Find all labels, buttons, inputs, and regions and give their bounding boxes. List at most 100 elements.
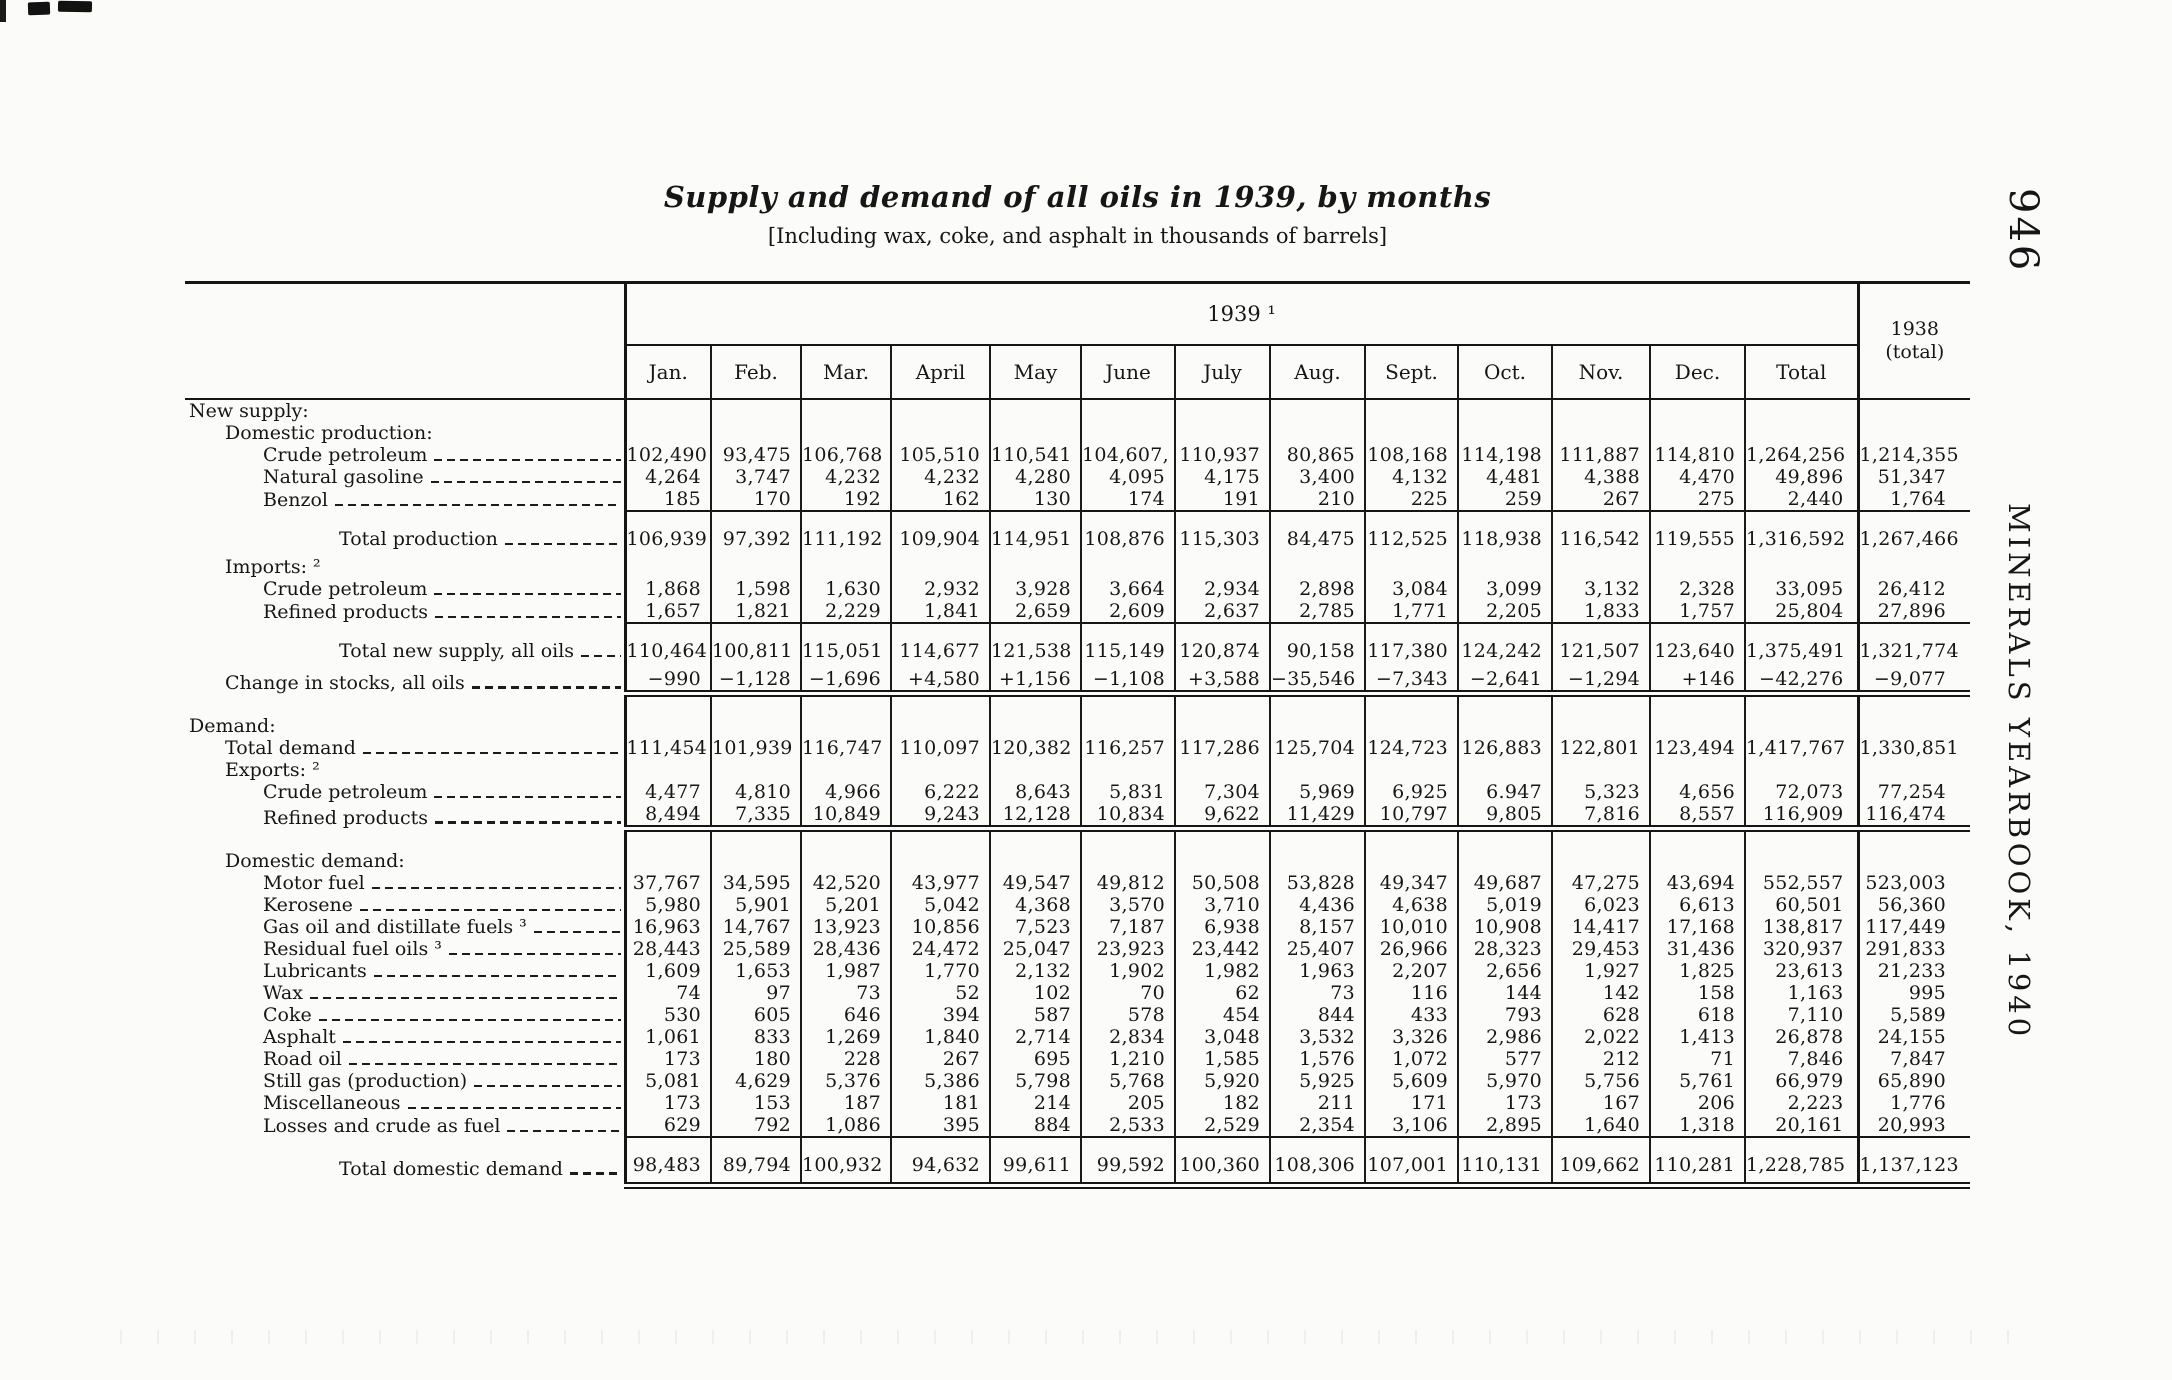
stub-header-cell	[185, 282, 625, 400]
value-cell: 4,095	[1080, 466, 1175, 488]
value-cell: 27,896	[1856, 600, 1971, 623]
value-cell: 8,494	[623, 803, 711, 829]
value-cell: 108,168	[1364, 444, 1458, 466]
value-cell: 24,472	[890, 938, 990, 960]
table-row: Exports: ²	[185, 759, 1971, 781]
value-cell: 6,925	[1364, 781, 1458, 803]
value-cell: 2,659	[989, 600, 1081, 623]
row-label-cell: Kerosene	[185, 894, 625, 916]
value-cell: 110,541	[989, 444, 1081, 466]
value-cell: 116,542	[1551, 521, 1650, 556]
value-cell: 23,442	[1174, 938, 1270, 960]
value-cell: 833	[710, 1026, 801, 1048]
value-cell: 111,192	[800, 521, 891, 556]
value-cell: 174	[1080, 488, 1175, 511]
value-cell: 2,207	[1364, 960, 1458, 982]
rule-cell	[1080, 690, 1175, 706]
value-cell: 120,382	[989, 737, 1081, 759]
value-cell: 20,161	[1743, 1114, 1859, 1137]
leader-dashes	[581, 654, 621, 657]
table-row: Refined products 1,657 1,821 2,229 1,841 2,65…	[185, 600, 1971, 623]
value-cell: 1,163	[1743, 982, 1859, 1004]
column-header-mar: Mar.	[800, 345, 891, 400]
row-label-cell: Exports: ²	[185, 759, 625, 781]
value-cell: 109,904	[890, 521, 990, 556]
rule-cell	[989, 825, 1081, 841]
value-cell	[1457, 422, 1552, 444]
value-cell: 23,923	[1080, 938, 1175, 960]
rule-cell	[989, 690, 1081, 706]
rule-cell	[710, 825, 801, 841]
value-cell	[1457, 556, 1552, 578]
value-cell: 4,436	[1269, 894, 1365, 916]
rule-cell	[623, 1136, 711, 1147]
column-header-sept: Sept.	[1364, 345, 1458, 400]
value-cell: 80,865	[1269, 444, 1365, 466]
value-cell: 108,306	[1269, 1147, 1365, 1186]
rule-cell	[1364, 510, 1458, 521]
value-cell	[989, 759, 1081, 781]
value-cell: 454	[1174, 1004, 1270, 1026]
rule-cell	[1364, 1136, 1458, 1147]
value-cell	[1364, 399, 1458, 422]
value-cell: 89,794	[710, 1147, 801, 1186]
value-cell: 173	[623, 1092, 711, 1114]
value-cell: 5,201	[800, 894, 891, 916]
value-cell: 98,483	[623, 1147, 711, 1186]
row-label: Total domestic demand	[339, 1157, 563, 1180]
value-cell: 29,453	[1551, 938, 1650, 960]
value-cell: 114,198	[1457, 444, 1552, 466]
rule-cell	[1856, 1136, 1971, 1147]
column-header-may: May	[989, 345, 1081, 400]
value-cell: 123,494	[1649, 737, 1745, 759]
leader-dashes	[474, 1084, 621, 1087]
value-cell: 206	[1649, 1092, 1745, 1114]
row-label: Crude petroleum	[263, 444, 428, 466]
value-cell: 43,977	[890, 872, 990, 894]
table-row: Lubricants 1,609 1,653 1,987 1,770 2,132 1,902…	[185, 960, 1971, 982]
value-cell: 578	[1080, 1004, 1175, 1026]
value-cell: 5,925	[1269, 1070, 1365, 1092]
value-cell: 153	[710, 1092, 801, 1114]
leader-dashes	[569, 1172, 621, 1175]
value-cell: +146	[1649, 668, 1745, 694]
value-cell: 4,810	[710, 781, 801, 803]
value-cell: 995	[1856, 982, 1971, 1004]
table-row: New supply:	[185, 399, 1971, 422]
row-label-cell: Crude petroleum	[185, 578, 625, 600]
year-header-cell: 1939 ¹	[623, 282, 1859, 346]
value-cell: 1,764	[1856, 488, 1971, 511]
value-cell: 3,106	[1364, 1114, 1458, 1137]
rule-cell	[1457, 690, 1552, 706]
value-cell: 7,335	[710, 803, 801, 829]
value-cell: 523,003	[1856, 872, 1971, 894]
value-cell: 124,723	[1364, 737, 1458, 759]
column-header-july: July	[1174, 345, 1270, 400]
value-cell: 7,523	[989, 916, 1081, 938]
value-cell: 105,510	[890, 444, 990, 466]
value-cell: 1,214,355	[1856, 444, 1971, 466]
value-cell: 173	[1457, 1092, 1552, 1114]
rule-cell	[1743, 622, 1859, 633]
value-cell: 2,895	[1457, 1114, 1552, 1137]
row-label: Demand:	[189, 715, 276, 737]
value-cell	[1269, 706, 1365, 737]
value-cell: 5,798	[989, 1070, 1081, 1092]
value-cell: 1,269	[800, 1026, 891, 1048]
value-cell: 211	[1269, 1092, 1365, 1114]
value-cell: 1,609	[623, 960, 711, 982]
value-cell	[1364, 841, 1458, 872]
value-cell: 2,714	[989, 1026, 1081, 1048]
row-label-cell: Demand:	[185, 706, 625, 737]
rule-cell	[1856, 825, 1971, 841]
rule-cell	[890, 510, 990, 521]
value-cell: 62	[1174, 982, 1270, 1004]
value-cell: 124,242	[1457, 633, 1552, 668]
value-cell: 1,072	[1364, 1048, 1458, 1070]
value-cell	[1457, 759, 1552, 781]
value-cell: 2,223	[1743, 1092, 1859, 1114]
rule-cell	[710, 690, 801, 706]
table-row: Miscellaneous 173 153 187 181 214 205 182 211 171…	[185, 1092, 1971, 1114]
value-cell: 1,776	[1856, 1092, 1971, 1114]
value-cell: 26,878	[1743, 1026, 1859, 1048]
